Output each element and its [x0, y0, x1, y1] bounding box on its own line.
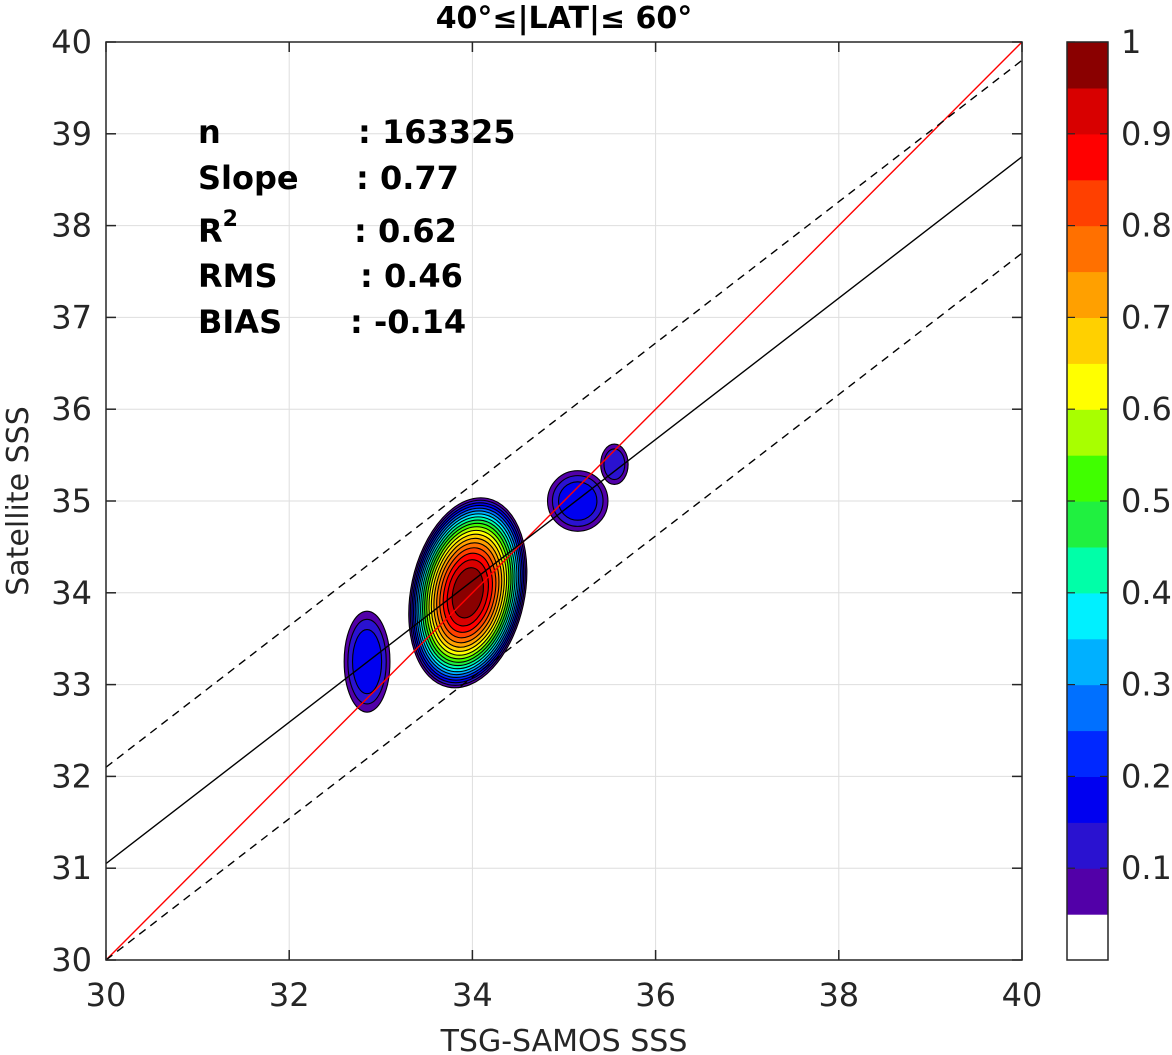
- stat-r2-value: : 0.62: [354, 212, 457, 250]
- y-tick-label: 32: [51, 757, 92, 795]
- y-tick-label: 33: [51, 666, 92, 704]
- colorbar-swatch: [1067, 730, 1108, 777]
- stat-r2-superscript: 2: [223, 207, 238, 232]
- stat-bias-value: : -0.14: [350, 303, 466, 341]
- colorbar-tick-label: 0.9: [1121, 115, 1172, 153]
- colorbar-tick-label: 1: [1121, 23, 1141, 61]
- reference-lines: [106, 42, 1022, 960]
- contour-level: [603, 448, 626, 481]
- colorbar-swatch: [1067, 133, 1108, 181]
- colorbar-tick-label: 0.6: [1121, 390, 1172, 428]
- stat-rms-value: : 0.46: [360, 257, 463, 295]
- colorbar-swatch: [1067, 592, 1108, 640]
- stat-r2-key: R2: [198, 207, 238, 250]
- lower-bound-line: [106, 252, 1022, 960]
- y-tick-label: 36: [51, 390, 92, 428]
- colorbar-swatch: [1067, 638, 1108, 686]
- x-tick-label: 36: [635, 976, 676, 1014]
- y-tick-label: 38: [51, 207, 92, 245]
- colorbar-swatch: [1067, 87, 1108, 135]
- colorbar-swatch: [1067, 179, 1108, 227]
- colorbar-tick-label: 0.3: [1121, 666, 1172, 704]
- colorbar-swatch: [1067, 271, 1108, 318]
- colorbar-tick-label: 0.2: [1121, 757, 1172, 795]
- x-tick-label: 40: [1002, 976, 1043, 1014]
- colorbar-swatch: [1067, 317, 1108, 364]
- x-axis-label: TSG-SAMOS SSS: [440, 1024, 688, 1055]
- y-tick-label: 40: [51, 23, 92, 61]
- colorbar-swatch: [1067, 455, 1108, 502]
- x-tick-label: 30: [86, 976, 127, 1014]
- colorbar-swatch: [1067, 868, 1108, 915]
- y-tick-label: 37: [51, 298, 92, 336]
- colorbar-swatch: [1067, 42, 1108, 89]
- colorbar-swatch: [1067, 776, 1108, 823]
- colorbar-swatch: [1067, 225, 1108, 273]
- upper-bound-line: [106, 59, 1022, 768]
- colorbar-swatch: [1067, 409, 1108, 456]
- axis-ticks: 30 32 34 36 38 40 30 31 32 33 34 35 36 37 38 39 40: [51, 23, 1042, 1014]
- stats-box: n : 163325 Slope : 0.77 R2 : 0.62 RMS : …: [198, 113, 516, 341]
- y-tick-label: 30: [51, 941, 92, 979]
- stat-rms-key: RMS: [198, 257, 278, 295]
- stat-n-key: n: [198, 113, 221, 151]
- y-tick-label: 35: [51, 482, 92, 520]
- one-to-one-line: [106, 42, 1022, 960]
- x-tick-label: 34: [452, 976, 493, 1014]
- colorbar-swatch: [1067, 546, 1108, 594]
- x-tick-label: 38: [818, 976, 859, 1014]
- colorbar: 0.1 0.2 0.3 0.4 0.5 0.6 0.7 0.8 0.9 1: [1066, 23, 1172, 961]
- colorbar-tick-label: 0.1: [1121, 849, 1172, 887]
- colorbar-swatch: [1067, 363, 1108, 410]
- chart-title: 40°≤|LAT|≤ 60°: [436, 1, 693, 36]
- y-axis-label: Satellite SSS: [1, 406, 36, 596]
- colorbar-swatch: [1067, 684, 1108, 732]
- x-tick-label: 32: [269, 976, 310, 1014]
- colorbar-swatch: [1067, 501, 1108, 548]
- colorbar-tick-label: 0.4: [1121, 574, 1172, 612]
- colorbar-tick-label: 0.5: [1121, 482, 1172, 520]
- regression-line: [106, 156, 1022, 865]
- stat-slope-key: Slope: [198, 159, 299, 197]
- y-tick-label: 34: [51, 574, 92, 612]
- stat-r2-letter: R: [198, 212, 223, 250]
- colorbar-swatch: [1067, 914, 1108, 961]
- colorbar-tick-label: 0.8: [1121, 207, 1172, 245]
- colorbar-swatch: [1067, 822, 1108, 869]
- stat-bias-key: BIAS: [198, 303, 282, 341]
- y-tick-label: 39: [51, 115, 92, 153]
- stat-n-value: : 163325: [358, 113, 516, 151]
- stat-slope-value: : 0.77: [356, 159, 459, 197]
- colorbar-tick-label: 0.7: [1121, 298, 1172, 336]
- y-tick-label: 31: [51, 849, 92, 887]
- contour-fill: [343, 443, 629, 713]
